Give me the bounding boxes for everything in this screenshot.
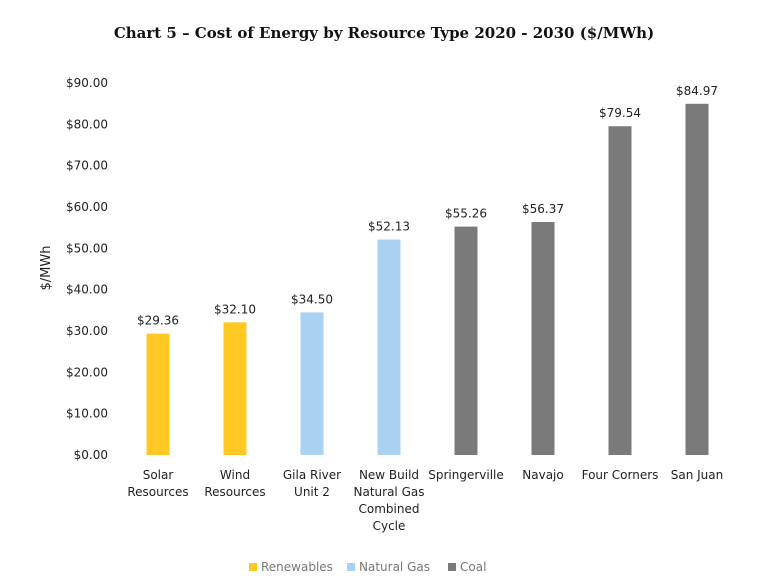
y-tick-label: $80.00 [66, 117, 108, 131]
y-tick-label: $40.00 [66, 283, 108, 297]
y-tick-label: $10.00 [66, 407, 108, 421]
y-tick-label: $50.00 [66, 241, 108, 255]
bar-value-label: $55.26 [445, 207, 487, 221]
x-tick-label: Gila River [283, 468, 341, 482]
y-tick-label: $20.00 [66, 365, 108, 379]
x-tick-label: Resources [127, 485, 188, 499]
y-tick-label: $0.00 [74, 448, 108, 462]
x-tick-label: Four Corners [582, 468, 659, 482]
bar [223, 322, 247, 455]
bar-value-label: $32.10 [214, 302, 256, 316]
x-tick-label: New Build [359, 468, 419, 482]
legend-label: Renewables [261, 560, 333, 574]
bar-value-label: $84.97 [676, 84, 718, 98]
bar-value-label: $79.54 [599, 106, 641, 120]
bar-value-label: $52.13 [368, 220, 410, 234]
bar [454, 226, 478, 455]
bar [300, 312, 324, 455]
bar-value-label: $29.36 [137, 314, 179, 328]
y-tick-label: $60.00 [66, 200, 108, 214]
legend-label: Natural Gas [359, 560, 430, 574]
bar-value-label: $56.37 [522, 202, 564, 216]
x-tick-label: Springerville [428, 468, 504, 482]
x-tick-label: Cycle [373, 519, 406, 533]
x-tick-label: Natural Gas [354, 485, 425, 499]
legend-swatch [249, 563, 257, 571]
bars: $29.36 $32.10 $34.50 $52.13 $55.26 $56.37 $79.… [137, 84, 718, 456]
x-tick-label: Wind [220, 468, 250, 482]
legend-label: Coal [460, 560, 486, 574]
x-axis-labels: Solar Resources Wind Resources Gila River Uni… [127, 468, 723, 533]
legend: Renewables Natural Gas Coal [249, 560, 486, 574]
bar [146, 333, 170, 455]
bar [377, 239, 401, 455]
x-tick-label: Solar [143, 468, 174, 482]
bar-value-label: $34.50 [291, 292, 333, 306]
y-axis-label: $/MWh [39, 246, 54, 291]
legend-swatch [448, 563, 456, 571]
x-tick-label: Navajo [522, 468, 563, 482]
y-tick-label: $70.00 [66, 159, 108, 173]
y-tick-label: $90.00 [66, 76, 108, 90]
chart-title: Chart 5 – Cost of Energy by Resource Typ… [113, 24, 655, 42]
x-tick-label: Unit 2 [294, 485, 330, 499]
x-tick-label: Resources [204, 485, 265, 499]
y-tick-label: $30.00 [66, 324, 108, 338]
y-axis: $0.00 $10.00 $20.00 $30.00 $40.00 $50.00 $60.0… [66, 76, 108, 462]
bar [608, 126, 632, 455]
bar [685, 103, 709, 456]
bar [531, 222, 555, 455]
x-tick-label: San Juan [671, 468, 724, 482]
legend-swatch [347, 563, 355, 571]
x-tick-label: Combined [359, 502, 420, 516]
